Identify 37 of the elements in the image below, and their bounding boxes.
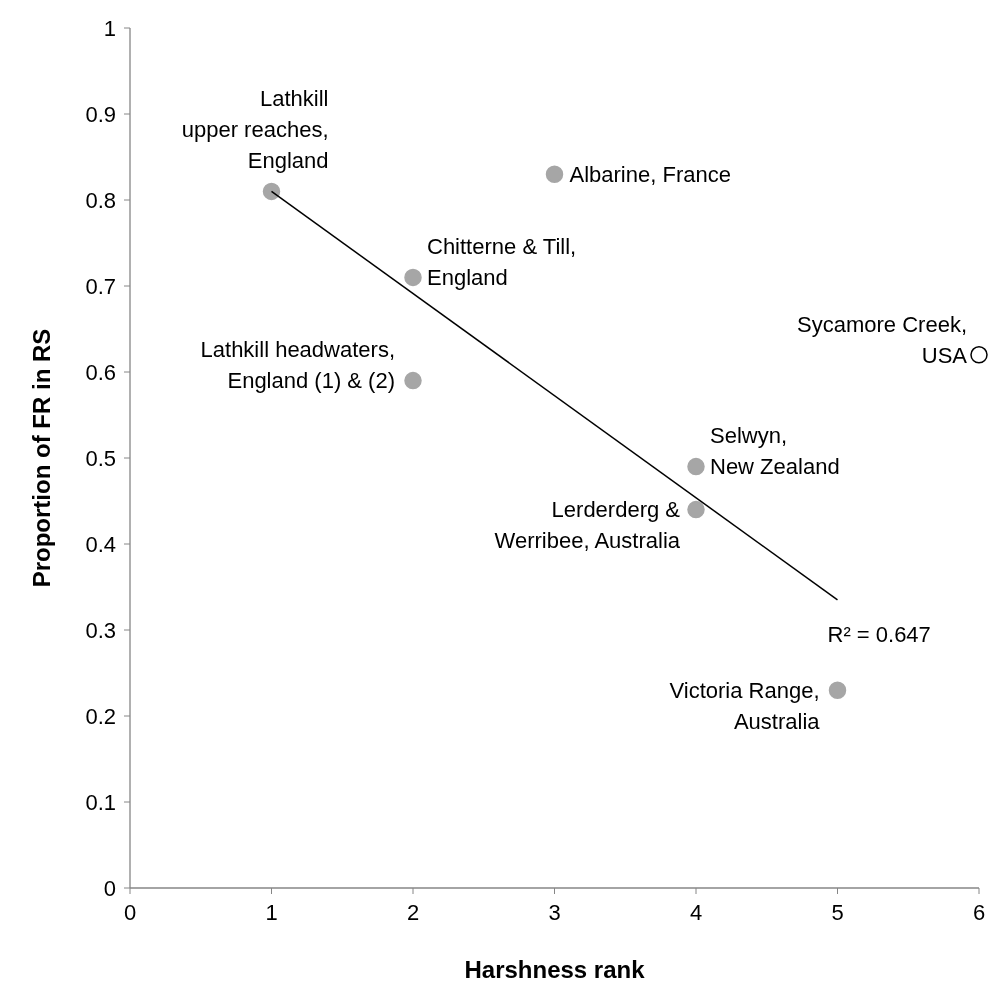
x-tick-label: 3 (548, 900, 561, 925)
annotation: Selwyn, New Zealand (710, 423, 840, 480)
annotation: Lathkill headwaters, England (1) & (2) (200, 337, 395, 394)
y-axis-title: Proportion of FR in RS (28, 328, 55, 588)
x-tick-label: 1 (265, 900, 278, 925)
point (404, 268, 422, 287)
y-tick-label: 0.6 (85, 359, 116, 385)
annotation: Lerderderg & Werribee, Australia (494, 497, 681, 554)
point (828, 681, 847, 699)
x-tick-label: 5 (831, 900, 844, 925)
x-tick-label: 2 (406, 900, 420, 925)
annotation: Victoria Range, Australia (669, 677, 821, 734)
point (262, 182, 281, 201)
annotation: Albarine, France (569, 161, 731, 187)
point (687, 500, 705, 519)
annotation: Lathkill upper reaches, England (181, 86, 329, 174)
y-tick-label: 0.7 (85, 273, 116, 299)
y-tick-label: 0.8 (85, 187, 116, 213)
x-tick-label: 6 (972, 900, 986, 925)
annotation: Sycamore Creek, USA (797, 311, 968, 368)
x-tick-label: 0 (123, 900, 137, 925)
y-tick-label: 0.3 (85, 617, 116, 643)
point (404, 371, 422, 390)
y-tick-label: 0.2 (85, 703, 116, 729)
y-tick-label: 0.1 (85, 789, 116, 815)
point (545, 165, 564, 183)
x-axis-title: Harshness rank (464, 956, 646, 983)
y-tick-label: 0 (103, 875, 116, 901)
y-tick-label: 0.5 (85, 445, 116, 471)
annotation: Chitterne & Till, England (427, 234, 577, 291)
annotation: R² = 0.647 (827, 621, 931, 647)
y-tick-label: 1 (103, 15, 116, 41)
point (970, 346, 988, 364)
y-tick-label: 0.4 (85, 531, 116, 557)
x-tick-label: 4 (689, 900, 703, 925)
point (687, 457, 705, 476)
y-tick-label: 0.9 (85, 101, 116, 127)
